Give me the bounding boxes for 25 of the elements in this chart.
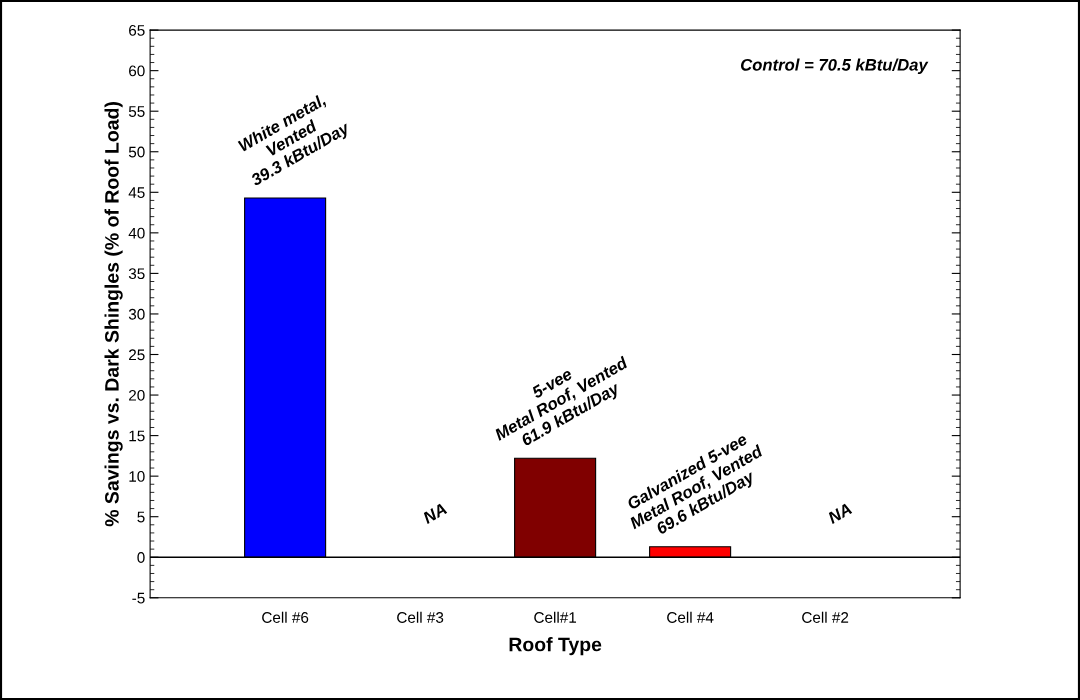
y-tick-label: 65 bbox=[129, 24, 145, 36]
y-axis-title: % Savings vs. Dark Shingles (% of Roof Load) bbox=[104, 102, 123, 527]
y-tick-label: 50 bbox=[128, 146, 145, 158]
y-tick-label: 15 bbox=[129, 430, 145, 442]
y-tick-label: 60 bbox=[129, 65, 145, 77]
y-tick-label: 25 bbox=[129, 349, 145, 361]
x-tick-label: Cell #6 bbox=[262, 611, 309, 623]
y-tick-label: 55 bbox=[128, 106, 145, 117]
x-axis-title: Roof Type bbox=[509, 637, 602, 656]
y-tick-label: 40 bbox=[128, 227, 145, 239]
annotation: NA bbox=[421, 502, 448, 525]
y-tick-label: 10 bbox=[129, 471, 145, 482]
y-tick-label: 45 bbox=[128, 187, 145, 198]
x-tick-label: Cell #4 bbox=[667, 611, 714, 623]
y-tick-label: -5 bbox=[132, 592, 145, 604]
y-tick-label: 0 bbox=[137, 552, 145, 563]
y-tick-label: 30 bbox=[128, 308, 145, 320]
y-tick-label: 5 bbox=[137, 511, 145, 523]
x-tick-label: Cell #2 bbox=[802, 611, 849, 623]
annotation: Control = 70.5 kBtu/Day bbox=[741, 58, 929, 75]
x-tick-label: Cell#1 bbox=[534, 611, 577, 623]
x-tick-label: Cell #3 bbox=[397, 611, 444, 623]
y-tick-label: 35 bbox=[128, 268, 145, 280]
y-tick-label: 20 bbox=[129, 389, 145, 401]
annotation: NA bbox=[826, 502, 853, 525]
